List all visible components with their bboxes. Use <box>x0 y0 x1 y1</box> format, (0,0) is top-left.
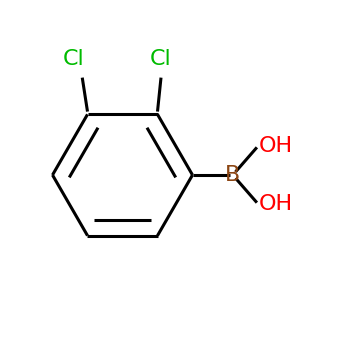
Text: Cl: Cl <box>63 49 84 69</box>
Text: OH: OH <box>259 135 293 156</box>
Text: Cl: Cl <box>150 49 172 69</box>
Text: OH: OH <box>259 194 293 215</box>
Text: B: B <box>225 165 240 185</box>
